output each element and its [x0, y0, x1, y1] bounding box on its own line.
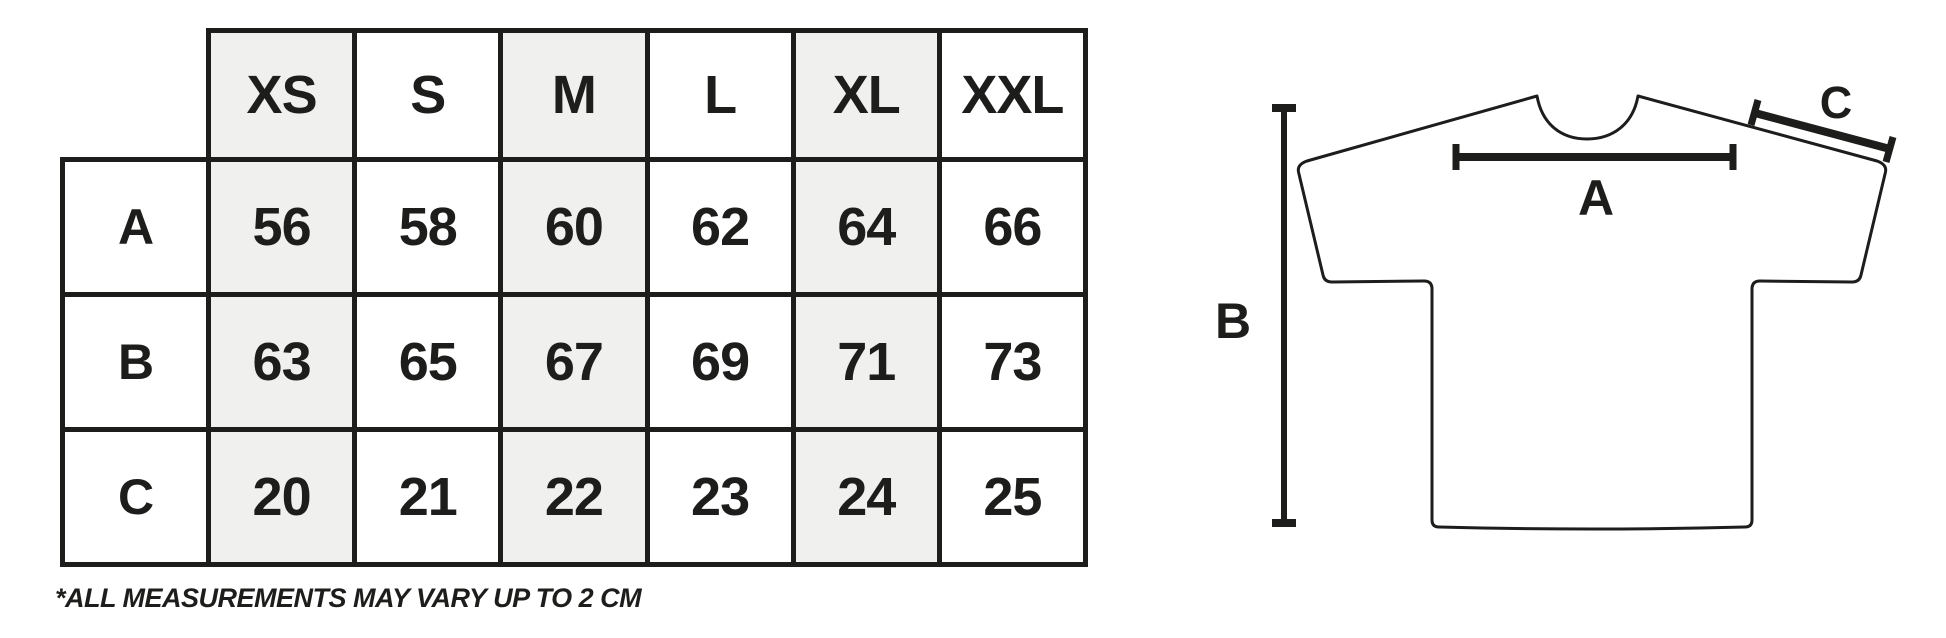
- cell-a-xl: 64: [795, 162, 937, 292]
- cell-a-xxl: 66: [941, 162, 1083, 292]
- cell-c-l: 23: [649, 432, 791, 562]
- tshirt-diagram: A B C: [1215, 77, 1897, 531]
- measure-c-line: [1747, 99, 1897, 163]
- measure-b-line: [1272, 104, 1296, 527]
- cell-c-s: 21: [357, 432, 499, 562]
- cell-b-xxl: 73: [941, 297, 1083, 427]
- cell-a-l: 62: [649, 162, 791, 292]
- row-label-c: C: [65, 432, 206, 562]
- cell-c-xl: 24: [795, 432, 937, 562]
- measure-c-label: C: [1820, 77, 1853, 128]
- cell-c-xxl: 25: [941, 432, 1083, 562]
- cell-a-s: 58: [357, 162, 499, 292]
- row-label-b: B: [65, 297, 206, 427]
- col-header-l: L: [649, 33, 791, 157]
- cell-b-l: 69: [649, 297, 791, 427]
- size-table: XS S M L XL XXL A 56 58 60 62 64 66 B 63…: [60, 28, 1088, 567]
- col-header-xs: XS: [211, 33, 353, 157]
- col-header-s: S: [357, 33, 499, 157]
- cell-b-xs: 63: [211, 297, 353, 427]
- footnote: *ALL MEASUREMENTS MAY VARY UP TO 2 CM: [55, 583, 642, 613]
- cell-a-xs: 56: [211, 162, 353, 292]
- col-header-xxl: XXL: [941, 33, 1083, 157]
- cell-c-m: 22: [503, 432, 645, 562]
- cell-b-xl: 71: [795, 297, 937, 427]
- cell-b-m: 67: [503, 297, 645, 427]
- row-label-a: A: [65, 162, 206, 292]
- cell-a-m: 60: [503, 162, 645, 292]
- measure-a-line: [1452, 144, 1737, 170]
- cell-b-s: 65: [357, 297, 499, 427]
- corner-spacer: [60, 28, 206, 157]
- tshirt-outline: [1296, 94, 1888, 531]
- cell-c-xs: 20: [211, 432, 353, 562]
- col-header-xl: XL: [795, 33, 937, 157]
- measure-b-label: B: [1215, 293, 1251, 349]
- col-header-m: M: [503, 33, 645, 157]
- measure-a-label: A: [1578, 170, 1614, 226]
